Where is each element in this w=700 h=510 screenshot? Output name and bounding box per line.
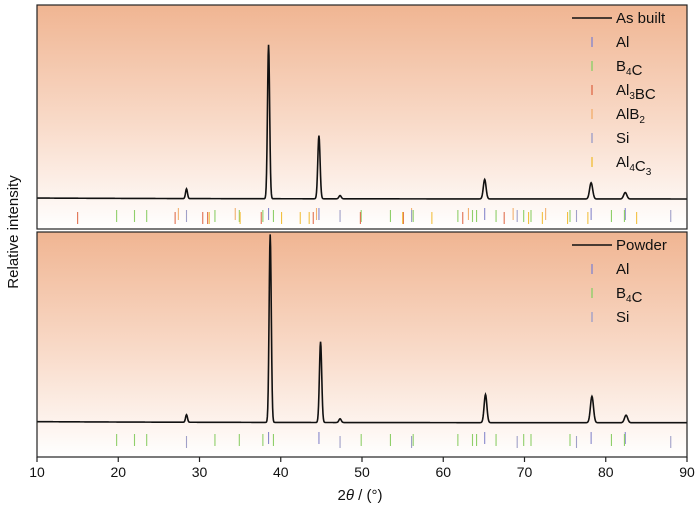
x-tick-label: 30 [192,464,208,480]
x-tick-label: 90 [679,464,695,480]
series-line-as-built [37,44,687,200]
legend-label: Powder [616,237,667,254]
legend-label: Al4C3 [616,154,652,178]
legend-label: Al [616,261,629,278]
legend-label: AlB2 [616,106,645,126]
x-axis-label: 2θ / (°) [338,487,383,504]
legend-label: Al3BC [616,82,656,103]
legend-label: Al [616,34,629,51]
panel-bottom: Powder Al B4C Si [36,231,688,458]
legend-label: B4C [616,285,643,306]
x-tick-label: 10 [29,464,45,480]
panel-background [37,5,687,229]
panel-frame [36,4,688,230]
series-line-powder [37,234,687,424]
panel-top: As built Al B4C Al3BC AlB2 Si Al4C3 [36,4,688,230]
y-axis-label: Relative intensity [5,175,22,289]
legend: As built Al B4C Al3BC AlB2 Si Al4C3 [572,10,666,178]
x-tick-label: 40 [273,464,289,480]
panel-background [37,232,687,457]
legend-label: Si [616,309,629,326]
x-tick-label: 60 [435,464,451,480]
x-tick-label: 70 [517,464,533,480]
x-tick-label: 80 [598,464,614,480]
legend: Powder Al B4C Si [572,237,667,326]
legend-label: As built [616,10,666,27]
legend-label: Si [616,130,629,147]
x-tick-label: 50 [354,464,370,480]
legend-label: B4C [616,58,643,79]
x-tick-label: 20 [110,464,126,480]
